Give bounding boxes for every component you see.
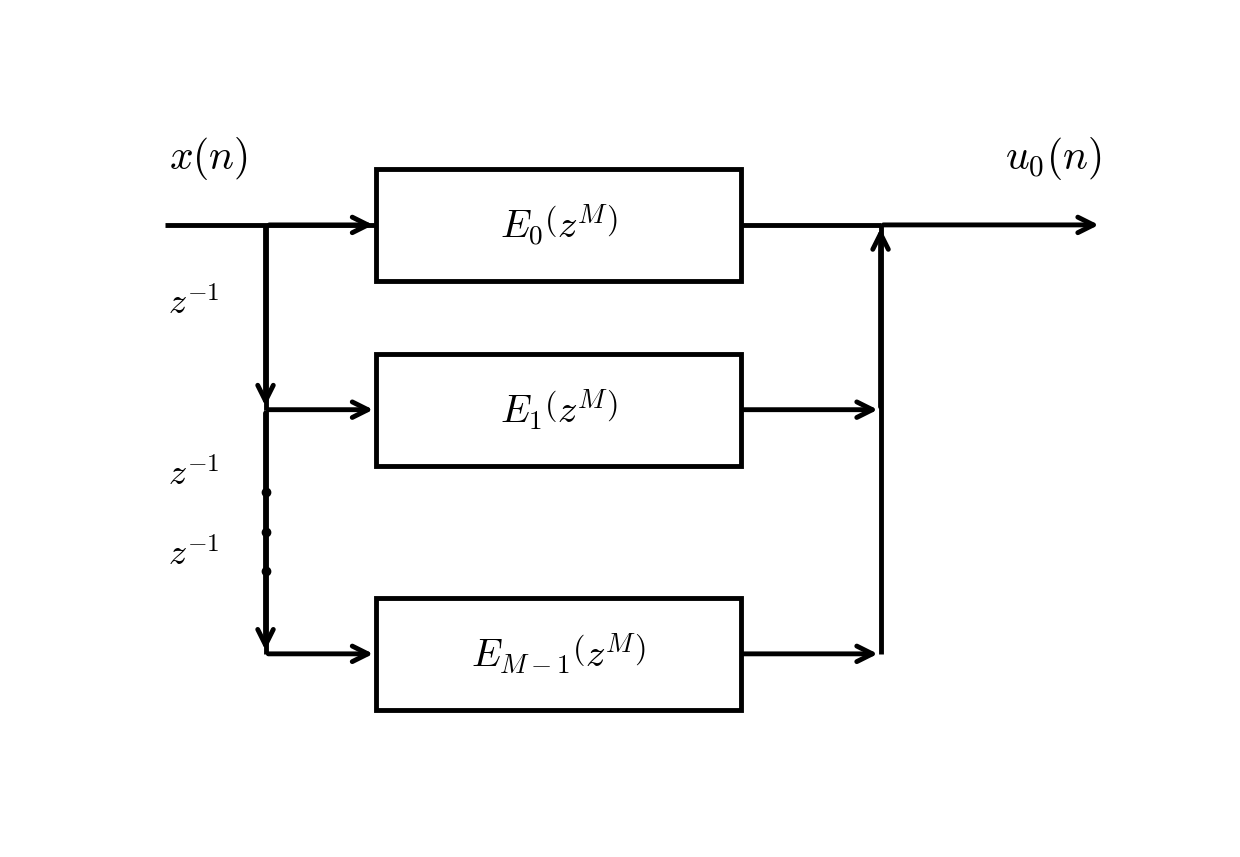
Text: $E_0\left(z^M\right)$: $E_0\left(z^M\right)$ [500,202,618,248]
Text: $E_1\left(z^M\right)$: $E_1\left(z^M\right)$ [500,387,618,432]
Bar [376,169,742,281]
Text: $E_{M-1}\left(z^M\right)$: $E_{M-1}\left(z^M\right)$ [471,632,646,676]
Text: $u_0(n)$: $u_0(n)$ [1006,135,1101,183]
Bar [376,354,742,466]
Text: $z^{-1}$: $z^{-1}$ [167,537,219,572]
Text: $z^{-1}$: $z^{-1}$ [167,286,219,321]
Text: $x(n)$: $x(n)$ [170,135,248,183]
Bar [376,598,742,710]
Text: $z^{-1}$: $z^{-1}$ [167,458,219,493]
